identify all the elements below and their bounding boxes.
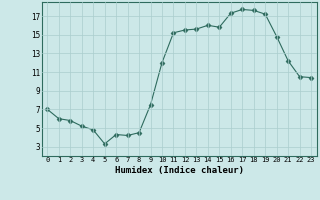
X-axis label: Humidex (Indice chaleur): Humidex (Indice chaleur): [115, 166, 244, 175]
